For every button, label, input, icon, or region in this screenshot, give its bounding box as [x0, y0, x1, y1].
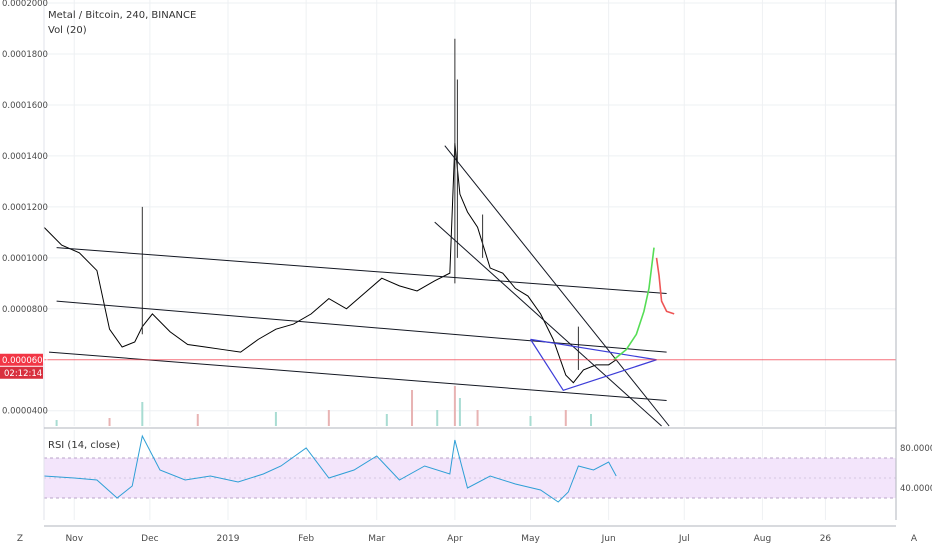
countdown-label: 02:12:14	[4, 369, 42, 379]
volume-bar	[529, 416, 532, 426]
auto-scale-icon[interactable]: A	[911, 534, 918, 544]
volume-legend: Vol (20)	[48, 25, 87, 36]
drawings-layer	[44, 145, 896, 427]
trend-line	[56, 247, 667, 295]
time-tick-label: Mar	[368, 534, 385, 544]
rsi-legend: RSI (14, close)	[48, 440, 121, 451]
price-tick-label: 0.0001200	[2, 203, 48, 213]
time-tick-label: Jun	[601, 534, 616, 544]
projection-up	[613, 247, 655, 361]
volume-bar	[141, 402, 144, 426]
volume-bar	[453, 386, 456, 426]
volume-bar	[564, 410, 567, 426]
rsi-tick-label: 80.0000	[900, 444, 932, 454]
rsi-line	[43, 434, 617, 503]
volume-layer	[55, 386, 592, 426]
trend-line	[444, 145, 670, 427]
series-layer	[43, 38, 617, 503]
triangle-pattern	[529, 338, 657, 392]
main-pane	[44, 0, 896, 426]
volume-bar	[589, 414, 592, 426]
volume-bar	[458, 398, 461, 426]
rsi-tick-label: 40.0000	[900, 484, 932, 494]
countdown-tag	[0, 366, 43, 379]
projection-down	[655, 257, 675, 315]
price-line	[43, 143, 617, 384]
volume-bar	[274, 412, 277, 426]
price-tick-label: 0.0002000	[2, 0, 48, 9]
time-tick-label: Jul	[678, 534, 690, 544]
current-price-tag	[0, 353, 43, 366]
zoom-toggle-icon[interactable]: Z	[17, 534, 23, 544]
price-tick-label: 0.0000400	[2, 407, 48, 417]
volume-bar	[385, 414, 388, 426]
volume-bar	[55, 420, 58, 426]
price-tick-label: 0.0001000	[2, 254, 48, 264]
volume-bar	[108, 418, 111, 426]
symbol-title: Metal / Bitcoin, 240, BINANCE	[48, 10, 197, 21]
time-tick-label: 2019	[217, 534, 240, 544]
volume-bar	[327, 410, 330, 426]
time-tick-label: 26	[820, 534, 832, 544]
volume-bar	[196, 414, 199, 426]
trend-line	[56, 300, 667, 353]
price-tick-label: 0.0000800	[2, 305, 48, 315]
time-tick-label: Apr	[447, 534, 463, 544]
volume-bar	[411, 390, 414, 426]
price-tick-label: 0.0001400	[2, 152, 48, 162]
time-tick-label: May	[521, 534, 540, 544]
time-tick-label: Aug	[754, 534, 772, 544]
rsi-band-layer	[44, 457, 896, 499]
grid-layer	[44, 0, 896, 520]
trend-line	[434, 221, 662, 427]
volume-bar	[436, 410, 439, 426]
current-price-label: 0.0000600	[2, 356, 48, 366]
price-tick-label: 0.0001600	[2, 101, 48, 111]
price-tick-label: 0.0001800	[2, 50, 48, 60]
time-tick-label: Feb	[298, 534, 314, 544]
time-tick-label: Nov	[65, 534, 83, 544]
volume-bar	[476, 410, 479, 426]
axis-layer	[43, 0, 897, 527]
time-tick-label: Dec	[141, 534, 158, 544]
